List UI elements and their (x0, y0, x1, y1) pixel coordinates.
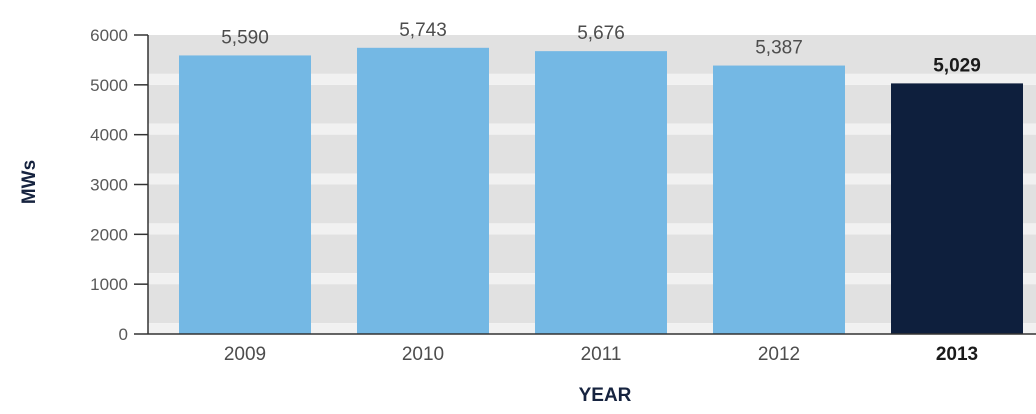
bars (179, 47, 1023, 335)
y-tick-1000: 1000 (90, 275, 128, 294)
bar-2010 (357, 47, 489, 335)
x-tick-2011: 2011 (581, 344, 622, 365)
y-tick-2000: 2000 (90, 225, 128, 244)
y-axis-title: MWs (19, 160, 40, 204)
y-tick-labels: 0 1000 2000 3000 4000 5000 6000 (90, 26, 128, 344)
bar-2011 (535, 51, 667, 335)
y-tick-5000: 5000 (90, 76, 128, 95)
value-label-2009: 5,590 (221, 27, 269, 48)
y-tick-3000: 3000 (90, 176, 128, 195)
value-label-2010: 5,743 (399, 20, 447, 41)
x-tick-2009: 2009 (224, 344, 266, 365)
x-tick-2010: 2010 (402, 344, 444, 365)
bar-2013 (891, 83, 1023, 334)
x-tick-labels: 2009 2010 2011 2012 2013 (224, 344, 978, 365)
x-tick-2013: 2013 (936, 344, 978, 365)
y-tick-4000: 4000 (90, 126, 128, 145)
value-label-2013: 5,029 (933, 55, 981, 76)
bar-2009 (179, 55, 311, 334)
value-label-2011: 5,676 (577, 23, 625, 44)
value-label-2012: 5,387 (755, 38, 803, 59)
bar-2012 (713, 65, 845, 334)
y-tick-0: 0 (119, 325, 128, 344)
x-tick-2012: 2012 (758, 344, 800, 365)
value-labels: 5,590 5,743 5,676 5,387 5,029 (221, 20, 981, 77)
axes (134, 34, 1036, 335)
y-tick-6000: 6000 (90, 26, 128, 45)
x-axis-title: YEAR (579, 385, 632, 406)
